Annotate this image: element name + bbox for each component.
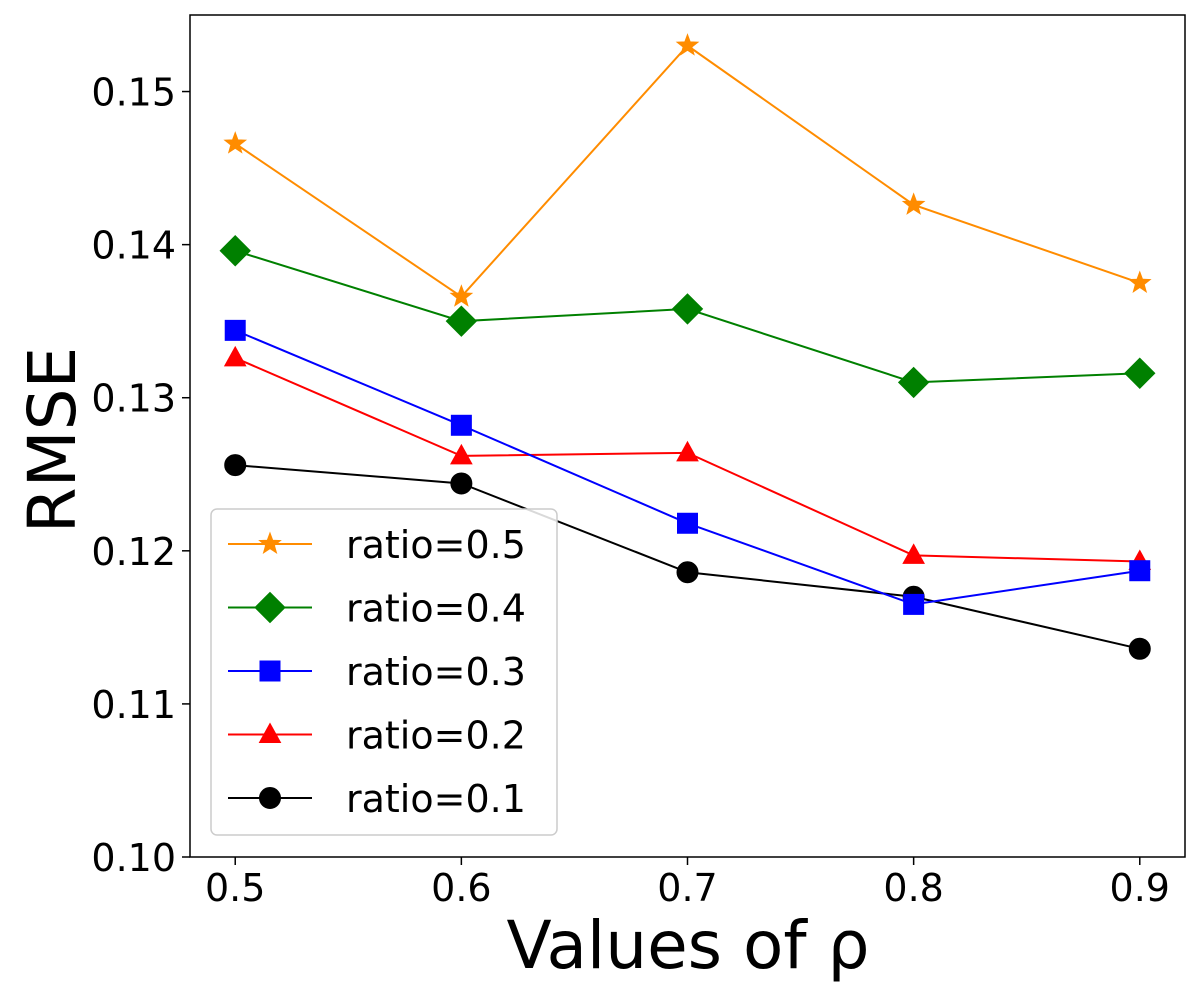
data-point-ratio-0-4 xyxy=(445,305,478,337)
legend-label-ratio-0-2: ratio=0.2 xyxy=(346,714,526,758)
data-point-ratio-0-5 xyxy=(449,284,474,307)
x-tick-label: 0.9 xyxy=(1110,866,1170,910)
data-point-ratio-0-3 xyxy=(1129,560,1151,582)
y-axis-ticks: 0.10 0.11 0.12 0.13 0.14 0.15 xyxy=(91,71,190,880)
legend-marker-ratio-0-2 xyxy=(258,722,282,743)
x-axis-title: Values of ρ xyxy=(506,907,869,984)
data-point-ratio-0-1 xyxy=(676,561,699,584)
data-point-ratio-0-3 xyxy=(450,414,472,436)
y-tick-label: 0.10 xyxy=(91,836,176,880)
x-axis-ticks: 0.5 0.6 0.7 0.8 0.9 xyxy=(205,857,1170,910)
data-point-ratio-0-2 xyxy=(223,345,247,367)
series-layer xyxy=(219,33,1156,660)
series-ratio-0-1 xyxy=(224,454,1151,660)
data-point-ratio-0-3 xyxy=(224,319,246,341)
data-point-ratio-0-2 xyxy=(450,443,473,465)
data-point-ratio-0-1 xyxy=(224,454,247,477)
data-point-ratio-0-5 xyxy=(675,33,700,56)
series-ratio-0-5 xyxy=(223,33,1152,307)
data-point-ratio-0-4 xyxy=(897,366,930,399)
data-point-ratio-0-5 xyxy=(1127,270,1152,293)
data-point-ratio-0-1 xyxy=(1128,637,1151,660)
data-point-ratio-0-5 xyxy=(901,192,926,215)
data-point-ratio-0-4 xyxy=(1124,357,1156,389)
y-tick-label: 0.12 xyxy=(91,530,176,574)
legend-label-ratio-0-1: ratio=0.1 xyxy=(346,777,526,821)
data-point-ratio-0-3 xyxy=(903,593,925,615)
legend-marker-ratio-0-1 xyxy=(259,787,281,809)
legend-label-ratio-0-3: ratio=0.3 xyxy=(346,650,526,694)
legend-marker-ratio-0-3 xyxy=(259,660,281,682)
legend-marker-ratio-0-5 xyxy=(258,531,282,555)
legend-label-ratio-0-5: ratio=0.5 xyxy=(346,523,526,567)
y-tick-label: 0.14 xyxy=(91,224,176,268)
data-point-ratio-0-1 xyxy=(450,472,473,495)
data-point-ratio-0-4 xyxy=(219,235,251,267)
y-tick-label: 0.15 xyxy=(91,71,176,115)
legend-box xyxy=(210,508,558,836)
y-tick-label: 0.11 xyxy=(91,683,176,727)
y-axis-title: RMSE xyxy=(14,347,91,533)
legend-marker-ratio-0-4 xyxy=(254,591,286,624)
x-tick-label: 0.7 xyxy=(657,866,717,910)
data-point-ratio-0-5 xyxy=(223,131,248,154)
x-tick-label: 0.6 xyxy=(431,866,491,910)
y-tick-label: 0.13 xyxy=(91,377,176,421)
data-point-ratio-0-2 xyxy=(902,543,925,564)
series-ratio-0-4 xyxy=(219,235,1156,399)
series-ratio-0-3 xyxy=(224,319,1151,615)
data-point-ratio-0-4 xyxy=(671,293,704,325)
legend: ratio=0.5 ratio=0.4 ratio=0.3 ratio=0.2 rati… xyxy=(210,508,558,836)
legend-label-ratio-0-4: ratio=0.4 xyxy=(346,587,526,631)
data-point-ratio-0-2 xyxy=(676,440,699,462)
x-tick-label: 0.8 xyxy=(883,866,943,910)
x-tick-label: 0.5 xyxy=(205,866,265,910)
data-point-ratio-0-3 xyxy=(677,512,698,534)
